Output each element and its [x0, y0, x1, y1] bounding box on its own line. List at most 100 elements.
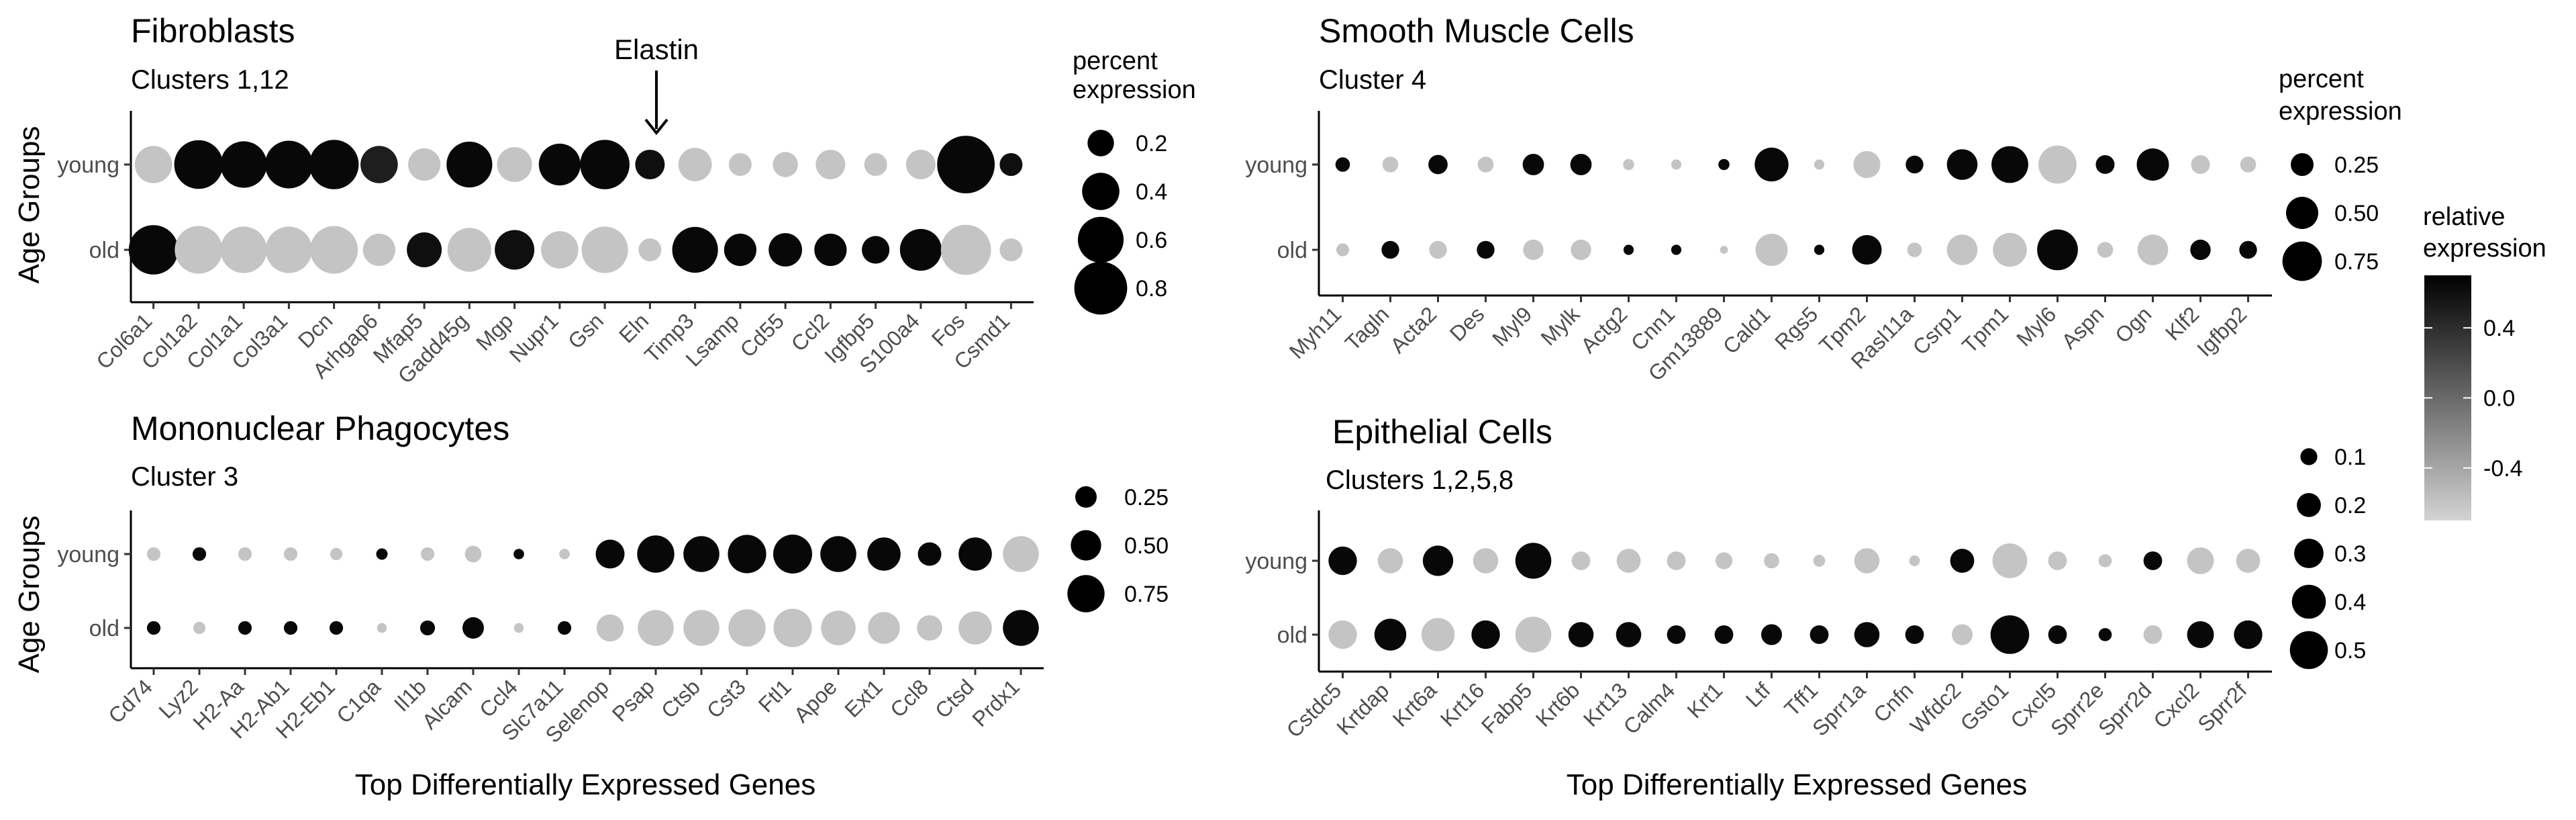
x-tick-label: Gsto1 — [1956, 678, 2014, 735]
legend-size-key — [2282, 241, 2322, 281]
dot-old — [220, 226, 267, 273]
dot-old — [672, 226, 718, 273]
x-tick-label: Myl6 — [2012, 302, 2061, 351]
dot-young — [146, 547, 161, 561]
dot-young — [134, 146, 172, 183]
dot-old — [2097, 242, 2114, 258]
legend-size-label: 0.8 — [1136, 276, 1167, 302]
dot-old — [310, 226, 358, 274]
dot-old — [541, 231, 579, 269]
dot-young — [2095, 155, 2115, 174]
legend-size-label: 0.4 — [2334, 590, 2366, 615]
dot-young — [2098, 554, 2112, 567]
annotation-label: Elastin — [614, 34, 699, 65]
dot-young — [283, 547, 298, 561]
dot-young — [999, 153, 1023, 176]
x-tick-label: Krt6b — [1531, 678, 1585, 731]
dot-young — [330, 547, 343, 561]
dot-old — [1328, 620, 1357, 649]
dot-young — [446, 141, 493, 188]
dot-young — [1522, 154, 1544, 175]
dot-old — [175, 226, 223, 274]
dot-old — [513, 623, 524, 633]
dot-old — [2234, 620, 2263, 649]
legend-size-key — [1067, 575, 1105, 612]
dot-young — [728, 535, 766, 574]
x-tick-label: Csrp1 — [1908, 302, 1966, 359]
dot-young — [635, 150, 665, 179]
dot-old — [1990, 615, 2030, 654]
dot-young — [464, 545, 482, 563]
x-tick-label: Rgs5 — [1770, 302, 1822, 354]
x-tick-label: Krt1 — [1682, 678, 1727, 723]
panel-mononuclear-phagocytes: Mononuclear Phagocytes Cluster 3 young ol… — [13, 410, 1044, 801]
y-tick-label: young — [1245, 549, 1307, 574]
dot-young — [1616, 549, 1641, 573]
x-tick-label: Ext1 — [840, 674, 887, 722]
dot-young — [2143, 551, 2163, 570]
x-tick-label: Tagln — [1340, 302, 1394, 355]
dot-old — [265, 226, 312, 273]
panel-subtitle: Clusters 1,2,5,8 — [1326, 465, 1514, 495]
legend-size-label: 0.50 — [2334, 201, 2379, 226]
dot-old — [1571, 239, 1591, 261]
dot-young — [2191, 155, 2210, 174]
legend-title-line-2: expression — [2279, 97, 2402, 126]
x-axis-title: Top Differentially Expressed Genes — [1567, 768, 2027, 801]
size-legend-fibroblasts: percent expression 0.2 0.4 0.6 0.8 — [1073, 47, 1196, 315]
dot-young — [905, 150, 936, 179]
dot-young — [1853, 150, 1881, 179]
x-tick-label: Krtdap — [1332, 678, 1393, 739]
dot-old — [1477, 240, 1495, 259]
dot-old — [1952, 624, 1973, 645]
dot-old — [1671, 244, 1682, 255]
y-tick-label: old — [1277, 238, 1307, 263]
size-legend-epithelial: 0.1 0.2 0.3 0.4 0.5 — [2289, 445, 2366, 670]
dot-old — [1568, 622, 1594, 647]
dot-old — [862, 236, 890, 264]
x-tick-label: Prdx1 — [967, 674, 1024, 731]
dot-old — [1374, 619, 1407, 651]
dot-young — [580, 140, 630, 189]
dot-old — [821, 610, 856, 645]
x-tick-label: Tpm1 — [1957, 302, 2013, 357]
dot-young — [2236, 549, 2261, 573]
x-tick-label: Calm4 — [1619, 678, 1680, 739]
dot-old — [1761, 624, 1782, 645]
dot-young — [1854, 548, 1880, 574]
dot-young — [2240, 156, 2257, 173]
dot-old — [283, 621, 298, 635]
dot-old — [2143, 625, 2163, 644]
legend-title: percent expression — [1073, 47, 1196, 104]
legend-size-key — [2286, 197, 2318, 229]
panel-title: Smooth Muscle Cells — [1319, 12, 1634, 50]
legend-size-key — [2297, 493, 2321, 517]
dot-old — [1429, 240, 1447, 259]
dot-young — [559, 549, 570, 559]
dot-old — [1854, 622, 1880, 647]
dot-young — [637, 535, 675, 573]
dot-old — [773, 608, 812, 647]
dot-young — [1377, 548, 1403, 574]
panel-title: Epithelial Cells — [1332, 413, 1552, 451]
legend-size-label: 0.50 — [1124, 533, 1169, 559]
y-tick-label: young — [57, 542, 119, 567]
dot-young — [1422, 545, 1454, 576]
x-tick-label: Cxcl2 — [2148, 678, 2203, 733]
dot-old — [2190, 239, 2211, 261]
legend-title-line-2: expression — [1073, 76, 1196, 104]
dot-old — [999, 238, 1023, 261]
elastin-annotation: Elastin — [614, 34, 699, 136]
x-tick-label: Psap — [607, 674, 659, 726]
dot-old — [1852, 235, 1882, 265]
dot-young — [497, 147, 532, 182]
dot-old — [2048, 625, 2067, 644]
dot-young — [1950, 549, 1975, 573]
dot-young — [1571, 551, 1591, 570]
legend-size-label: 0.4 — [1136, 179, 1167, 205]
dot-old — [769, 233, 803, 267]
x-tick-label: Actg2 — [1576, 302, 1632, 357]
dot-young — [937, 136, 995, 193]
